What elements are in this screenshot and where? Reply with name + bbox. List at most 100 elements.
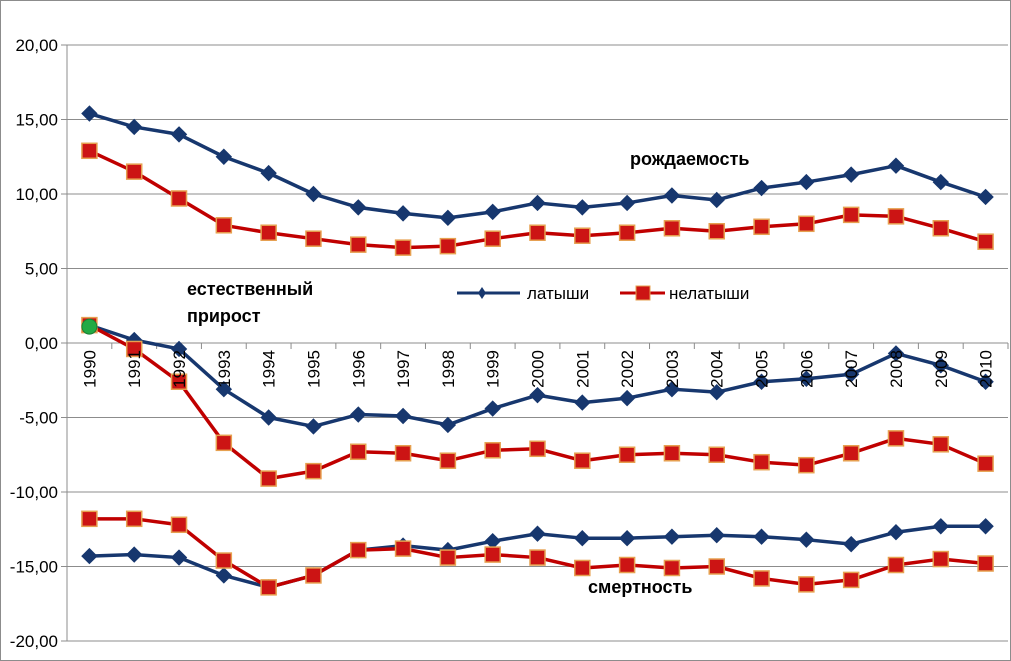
data-point-square — [215, 217, 233, 234]
data-point-square — [798, 576, 815, 593]
data-point-diamond — [932, 173, 949, 191]
x-tick-label: 1991 — [125, 350, 144, 388]
data-point-square — [708, 558, 725, 575]
series-latvians-4 — [81, 518, 994, 596]
data-point-square — [977, 555, 994, 572]
data-point-square — [753, 453, 770, 471]
highlight-point — [81, 318, 98, 335]
data-point-square — [170, 190, 188, 207]
annotation-death-rate: смертность — [588, 577, 692, 597]
x-tick-label: 1990 — [80, 350, 99, 388]
data-point-square — [798, 215, 815, 233]
data-point-diamond — [126, 546, 143, 563]
x-tick-label: 1998 — [439, 350, 458, 388]
data-point-diamond — [842, 166, 860, 183]
data-point-diamond — [170, 549, 188, 566]
data-point-diamond — [170, 340, 188, 358]
data-point-square — [260, 470, 277, 487]
data-point-diamond — [842, 535, 860, 553]
data-point-diamond — [394, 205, 412, 222]
data-point-diamond — [215, 567, 233, 584]
data-point-square — [887, 430, 905, 447]
data-point-diamond — [484, 203, 501, 221]
data-point-square — [439, 452, 457, 469]
data-point-diamond — [574, 529, 591, 547]
data-point-diamond — [260, 164, 277, 182]
x-tick-label: 2004 — [708, 350, 727, 388]
data-point-diamond — [887, 345, 905, 362]
data-point-square — [439, 237, 457, 255]
data-point-square — [81, 510, 98, 528]
data-point-diamond — [81, 105, 98, 122]
data-point-diamond — [350, 199, 367, 216]
data-point-square — [842, 445, 860, 462]
y-tick-label: 10,00 — [15, 185, 58, 204]
data-point-diamond — [260, 409, 277, 426]
data-point-square — [484, 230, 501, 247]
data-point-diamond — [215, 380, 233, 398]
series-latvians-0 — [81, 105, 994, 227]
data-point-square — [529, 549, 546, 566]
data-point-diamond — [618, 194, 636, 212]
data-point-square — [574, 227, 591, 244]
data-point-square — [842, 571, 860, 589]
data-point-square — [125, 163, 143, 180]
data-point-square — [170, 373, 188, 390]
data-point-square — [618, 224, 636, 241]
x-tick-label: 1995 — [304, 350, 323, 388]
data-point-diamond — [574, 394, 591, 411]
data-point-diamond — [529, 386, 546, 404]
data-point-square — [125, 510, 143, 528]
data-point-diamond — [663, 528, 681, 545]
y-tick-label: 5,00 — [25, 260, 58, 279]
x-tick-label: 2000 — [529, 350, 548, 388]
data-point-diamond — [170, 126, 188, 143]
data-point-diamond — [798, 370, 815, 387]
data-point-diamond — [932, 357, 949, 374]
data-point-square — [81, 142, 98, 160]
y-tick-label: 0,00 — [25, 334, 58, 353]
data-point-square — [618, 446, 636, 463]
y-tick-label: -20,00 — [10, 632, 58, 651]
series-layer — [81, 105, 994, 596]
x-tick-label: 1999 — [484, 350, 503, 388]
y-tick-label: -5,00 — [19, 409, 58, 428]
data-point-diamond — [977, 373, 994, 390]
data-point-diamond — [618, 389, 636, 407]
legend: латыши нелатыши — [457, 284, 749, 303]
data-point-square — [663, 220, 681, 237]
data-point-diamond — [708, 191, 725, 209]
data-point-square — [842, 206, 860, 224]
y-tick-label: -15,00 — [10, 558, 58, 577]
data-point-diamond — [126, 118, 143, 136]
data-point-diamond — [798, 531, 815, 548]
data-point-square — [305, 462, 322, 480]
data-point-square — [350, 443, 367, 461]
data-point-square — [215, 434, 233, 452]
data-point-diamond — [753, 528, 770, 545]
data-point-square — [215, 552, 233, 569]
data-point-square — [753, 218, 770, 236]
data-point-square — [663, 559, 681, 577]
data-point-diamond — [215, 148, 233, 165]
series-latvians-2 — [81, 316, 994, 435]
data-point-square — [125, 340, 143, 358]
data-point-square — [932, 550, 950, 568]
annotation-birth-rate: рождаемость — [630, 149, 749, 169]
series-nonlatvians-5 — [81, 510, 994, 596]
x-tick-label: 2006 — [797, 350, 816, 388]
data-point-diamond — [529, 525, 546, 542]
data-point-diamond — [842, 366, 860, 383]
x-tick-label: 2003 — [663, 350, 682, 388]
data-point-diamond — [708, 527, 725, 544]
data-point-diamond — [753, 179, 770, 197]
data-point-diamond — [439, 416, 457, 434]
data-point-diamond — [305, 418, 322, 435]
x-tick-label: 2009 — [932, 350, 951, 388]
y-axis-tick-labels: 20,00 15,00 10,00 5,00 0,00 -5,00 -10,00 -15,00… — [10, 36, 58, 651]
data-point-diamond — [618, 529, 636, 547]
data-point-square — [305, 567, 322, 584]
data-point-square — [663, 445, 681, 462]
axes — [61, 44, 1009, 642]
